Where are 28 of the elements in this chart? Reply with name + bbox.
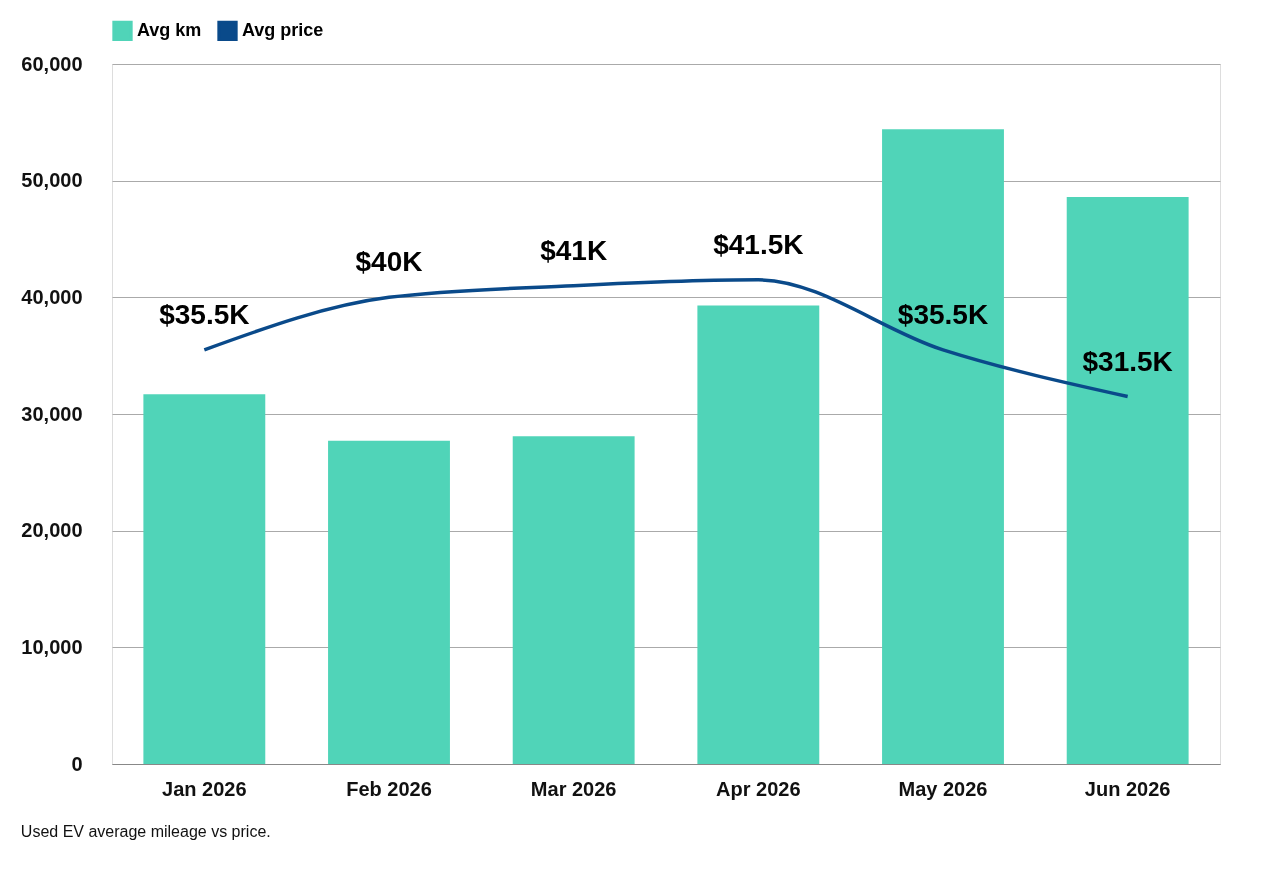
bar [697,305,820,764]
data-label: $31.5K [1082,345,1173,377]
y-tick-label: 50,000 [21,169,83,192]
bar [143,394,266,764]
data-label: $35.5K [159,298,250,330]
y-tick-label: 60,000 [21,52,83,75]
x-tick-label: Mar 2026 [530,777,617,800]
data-label: $40K [355,246,423,278]
x-tick-label: Apr 2026 [716,777,801,800]
x-tick-label: Jun 2026 [1084,777,1171,800]
legend-label: Avg km [137,19,202,40]
legend-label: Avg price [242,19,324,40]
y-tick-label: 10,000 [21,635,83,658]
y-tick-label: 30,000 [21,402,83,425]
x-tick-label: Jan 2026 [162,777,247,800]
bar [328,440,450,764]
text: Used EV average mileage vs price. [20,823,271,840]
data-label: $41K [540,234,608,266]
bar [882,129,1004,764]
data-label: $35.5K [897,298,989,330]
data-label: $41.5K [713,228,804,260]
y-tick-label: 40,000 [21,285,83,308]
x-tick-label: May 2026 [898,777,988,800]
x-tick-label: Feb 2026 [346,777,432,800]
y-tick-label: 20,000 [21,519,83,542]
bar [512,436,635,764]
bar [1066,197,1189,764]
y-tick-label: 0 [71,752,83,775]
